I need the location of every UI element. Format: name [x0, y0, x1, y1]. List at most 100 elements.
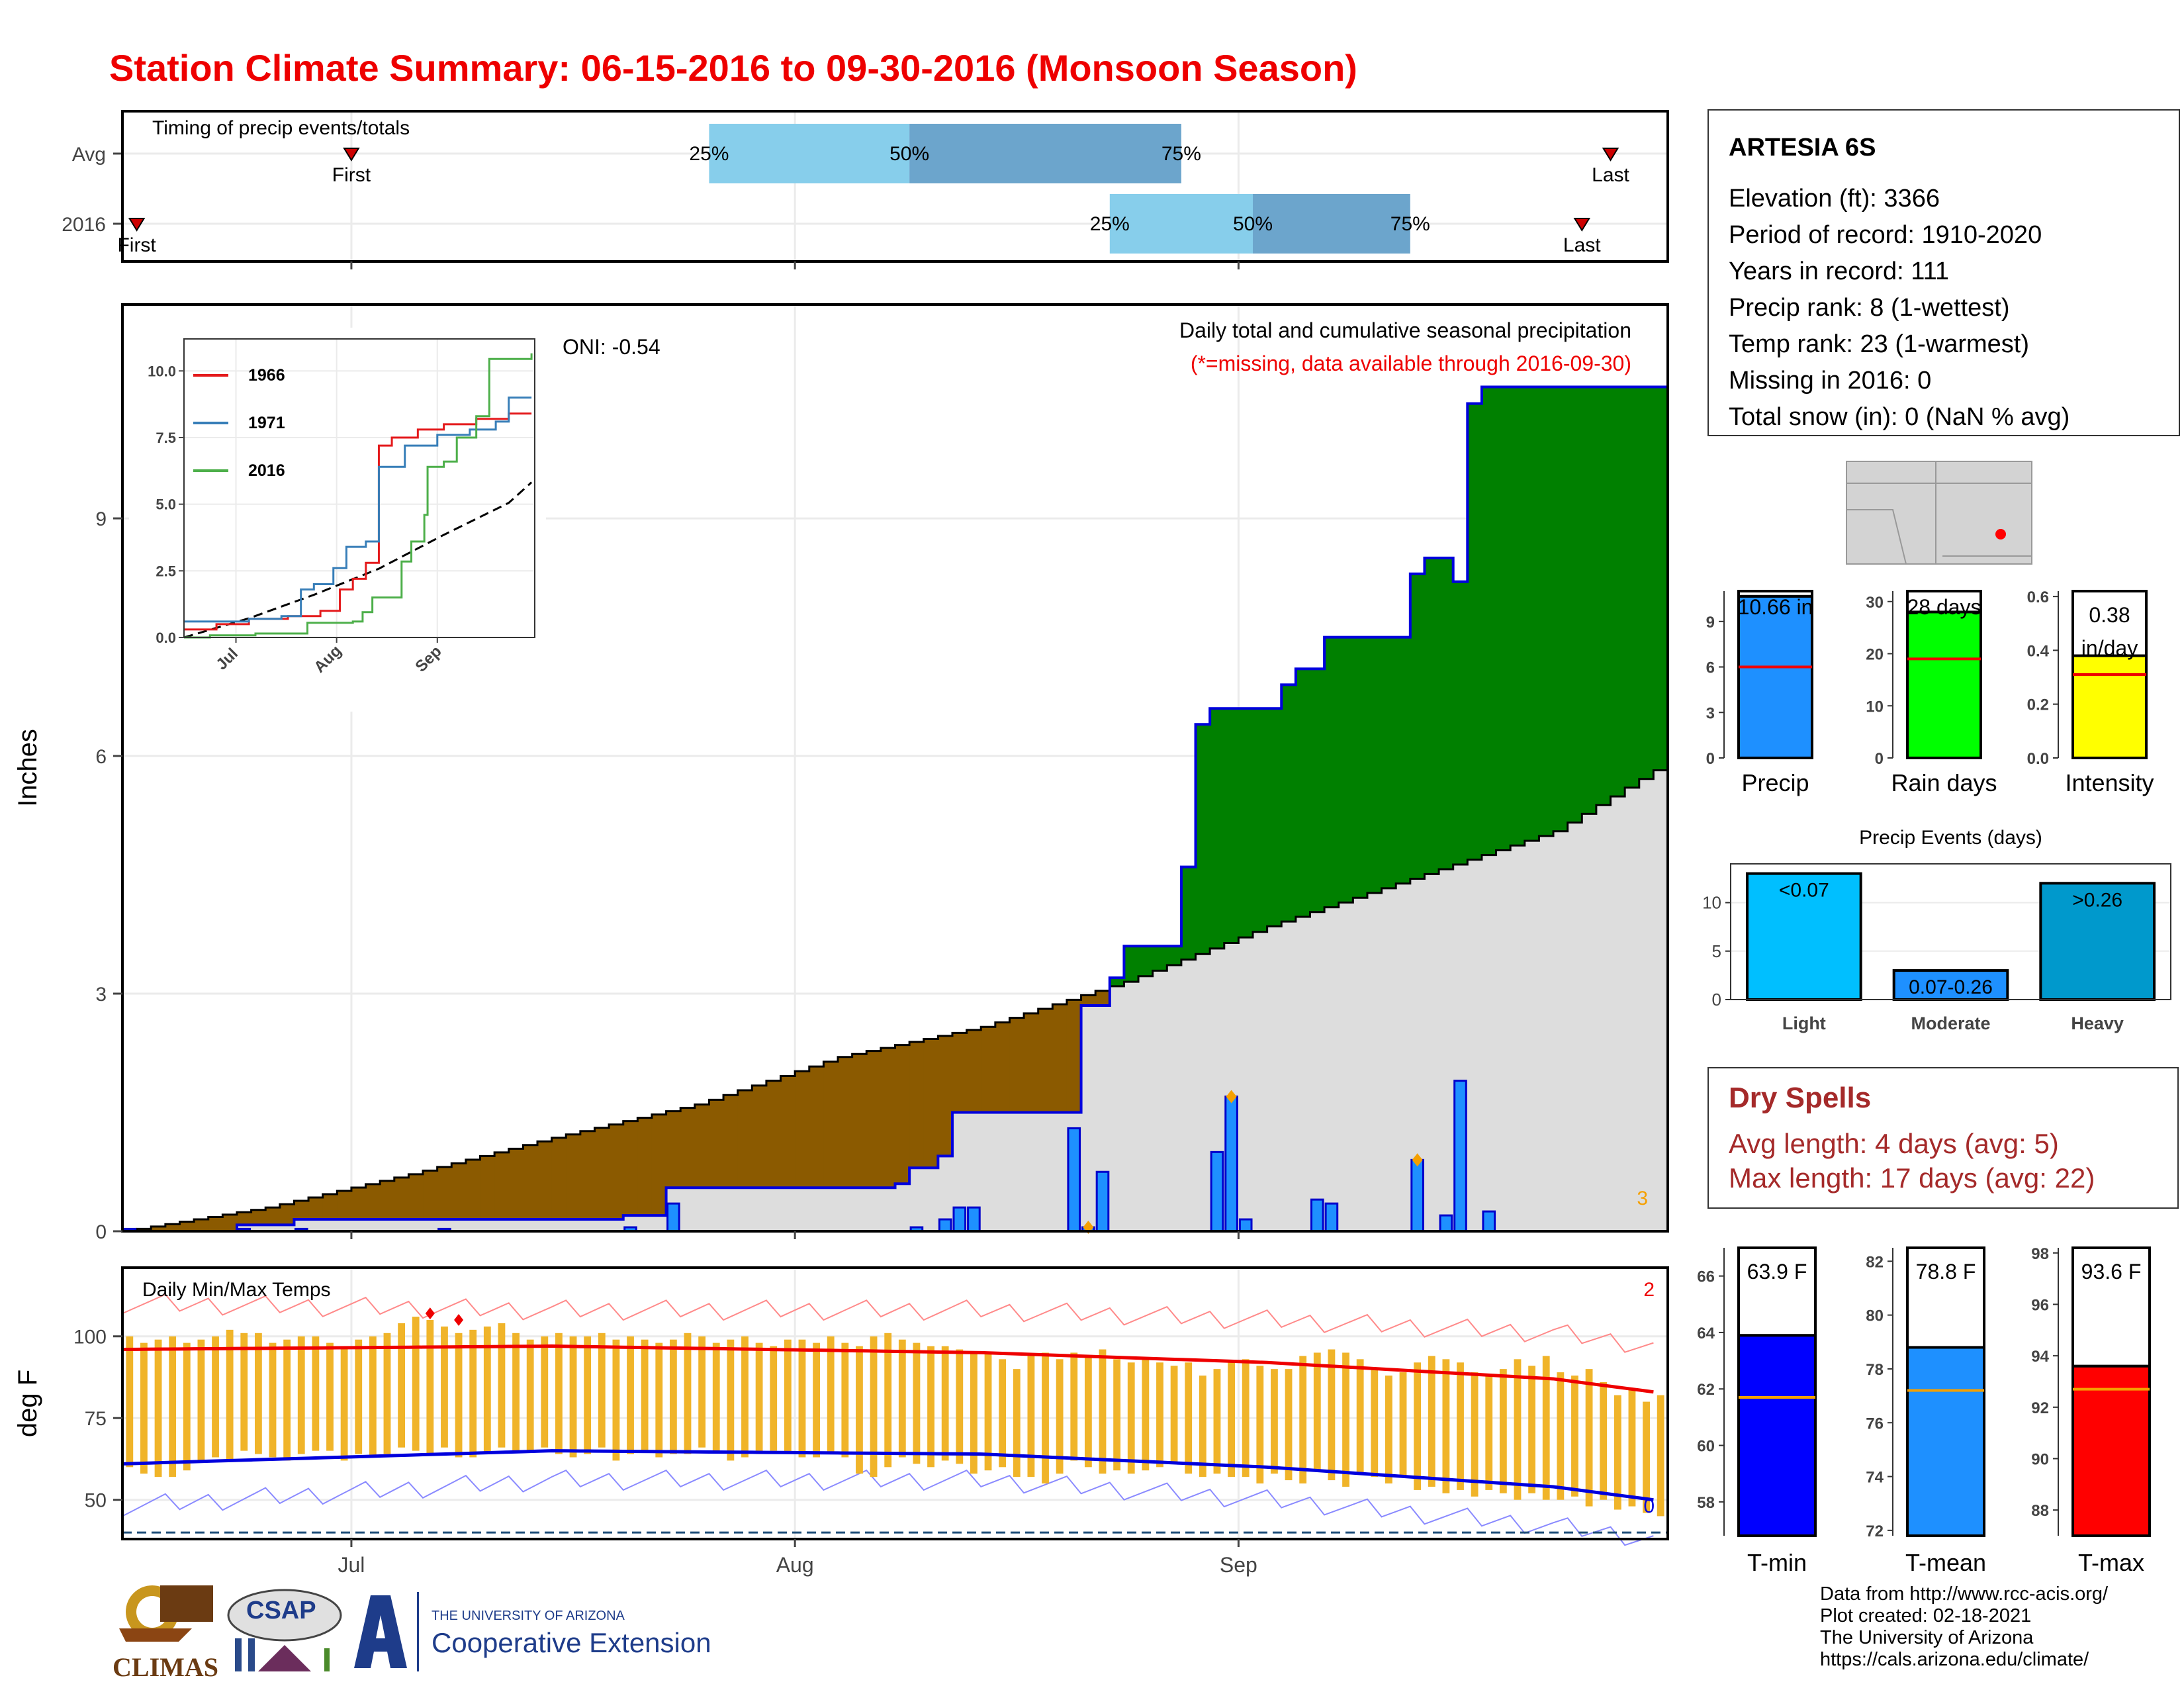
below-avg-band — [222, 1214, 238, 1231]
summary-0-y-tick-label: 9 — [1706, 614, 1715, 632]
temp-summary-2-y-tick-label: 98 — [2031, 1245, 2049, 1263]
temp-summary-panel-label: T-max — [2078, 1549, 2144, 1576]
precip-subtitle: (*=missing, data available through 2016-… — [1191, 352, 1631, 375]
dry-spells-box: Dry Spells Avg length: 4 days (avg: 5) M… — [1707, 1067, 2179, 1209]
below-avg-band — [780, 1076, 796, 1188]
daily-temp-bar — [126, 1336, 134, 1468]
above-avg-band — [1639, 387, 1654, 779]
temp-summary-1-y-tick-label: 78 — [1866, 1361, 1884, 1379]
daily-temp-bar — [999, 1359, 1007, 1468]
daily-temp-bar — [1328, 1349, 1336, 1481]
timeline-label: Last — [1592, 164, 1629, 186]
ua-logo — [354, 1592, 419, 1671]
temp-x-tick-label: Aug — [776, 1553, 814, 1577]
event-bar — [1892, 969, 2009, 1001]
timeline-row-label: 2016 — [62, 214, 106, 236]
below-avg-band — [251, 1209, 266, 1225]
inset-legend-label: 2016 — [248, 461, 285, 480]
above-avg-band — [1267, 708, 1282, 927]
logo-row: CLIMAS CSAP THE UNIVERSITY OF ARIZONA Co… — [106, 1582, 754, 1682]
daily-temp-bar — [1643, 1401, 1650, 1513]
precip-title: Daily total and cumulative seasonal prec… — [1179, 318, 1631, 342]
station-years: Years in record: 111 — [1729, 258, 1950, 285]
above-avg-band — [1539, 387, 1554, 836]
temp-summary-1-y-tick-label: 72 — [1866, 1523, 1884, 1540]
temp-summary-1-value-bar — [1906, 1346, 1985, 1537]
below-avg-band — [423, 1170, 438, 1220]
inset-avg-line — [183, 481, 533, 639]
temp-summary-0-value-bar — [1737, 1334, 1817, 1538]
daily-temp-bar — [355, 1339, 363, 1454]
daily-temp-bar — [326, 1342, 334, 1451]
temp-summary-0-y-tick-label: 66 — [1697, 1268, 1715, 1286]
daily-temp-bar — [627, 1336, 634, 1454]
temp-summary-2-y-tick-label: 88 — [2031, 1502, 2049, 1520]
above-avg-band — [1124, 946, 1139, 982]
below-avg-band — [165, 1224, 181, 1231]
timeline-row-label: Avg — [72, 144, 106, 165]
daily-temp-bar — [1271, 1369, 1278, 1474]
below-avg-band — [365, 1184, 381, 1220]
summary-0-value-bar — [1737, 594, 1813, 759]
summary-1-value-bar — [1906, 610, 1982, 759]
daily-temp-bar — [1356, 1359, 1364, 1474]
inset-series-line — [184, 353, 533, 639]
avg-cumulative-line — [122, 769, 1668, 1233]
below-avg-band — [666, 1111, 681, 1188]
daily-temp-bar — [827, 1336, 835, 1454]
temp-corner-high: 2 — [1643, 1279, 1655, 1301]
timeline-label: 50% — [1233, 213, 1273, 235]
temp-summary-1-y-tick-label: 82 — [1866, 1253, 1884, 1271]
above-avg-band — [1181, 867, 1197, 960]
event-bar — [2039, 882, 2156, 1002]
below-avg-band — [694, 1104, 710, 1188]
daily-temp-bar — [154, 1339, 162, 1477]
daily-precip-bar — [1067, 1127, 1081, 1233]
daily-temp-bar — [526, 1339, 534, 1451]
temp-summary-0-y-tick-label: 60 — [1697, 1438, 1715, 1456]
below-avg-band — [995, 1022, 1011, 1113]
above-avg-band — [1167, 946, 1182, 965]
daily-temp-bar — [1056, 1359, 1064, 1474]
timeline-label: 25% — [689, 143, 729, 165]
daily-temp-bar — [283, 1339, 291, 1461]
daily-temp-bar — [970, 1352, 978, 1474]
daily-temp-bar — [1442, 1359, 1450, 1493]
below-avg-band — [322, 1194, 338, 1220]
below-avg-band — [838, 1056, 853, 1188]
summary-value-label: 10.66 in — [1738, 595, 1813, 619]
precip-y-tick-label: 9 — [95, 508, 107, 530]
inset-panel — [184, 339, 535, 637]
dry-spells-heading: Dry Spells — [1729, 1082, 1872, 1114]
below-avg-band — [966, 1029, 981, 1113]
above-avg-band — [1238, 708, 1253, 938]
below-avg-band — [451, 1163, 467, 1220]
below-avg-band — [594, 1127, 610, 1220]
avg-cumulative-area — [122, 770, 1668, 1231]
inset-y-tick-label: 0.0 — [156, 630, 176, 646]
precip-y-tick-label: 6 — [95, 746, 107, 768]
daily-precip-bar — [952, 1206, 967, 1233]
daily-temp-bar — [1213, 1369, 1221, 1474]
climas-text: CLIMAS — [113, 1652, 219, 1682]
below-avg-band — [179, 1221, 195, 1231]
event-category-label: Light — [1782, 1013, 1826, 1033]
daily-temp-bar — [1084, 1356, 1092, 1468]
timeline-label: First — [117, 234, 156, 256]
credit-line: The University of Arizona — [1820, 1627, 2034, 1648]
daily-temp-bar — [1285, 1369, 1293, 1481]
temp-y-tick-label: 100 — [73, 1327, 107, 1348]
below-avg-band — [508, 1149, 523, 1220]
daily-temp-bar — [856, 1346, 863, 1474]
below-avg-band — [737, 1090, 752, 1188]
above-avg-band — [1481, 387, 1497, 855]
daily-precip-bar — [1210, 1150, 1224, 1233]
above-avg-band — [1410, 573, 1426, 879]
summary-0-range-box — [1737, 590, 1813, 598]
daily-temp-bar — [755, 1342, 763, 1454]
daily-temp-bar — [727, 1339, 735, 1461]
below-avg-band — [823, 1061, 839, 1188]
daily-temp-bar — [641, 1339, 649, 1451]
daily-temp-bar — [312, 1336, 320, 1451]
daily-temp-bar — [483, 1326, 491, 1454]
